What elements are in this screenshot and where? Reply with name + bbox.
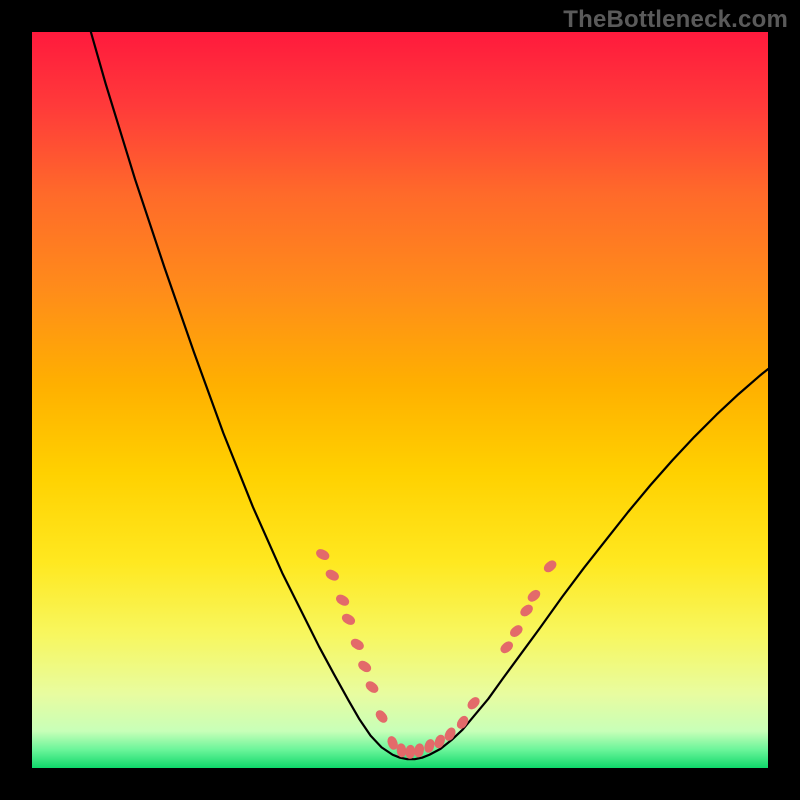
bottleneck-curve — [91, 32, 768, 759]
curve-marker — [414, 743, 425, 757]
curve-marker — [423, 738, 435, 753]
curve-marker — [443, 726, 457, 741]
watermark-text: TheBottleneck.com — [563, 6, 788, 34]
curve-layer — [32, 32, 768, 768]
curve-marker — [542, 559, 557, 574]
curve-marker — [325, 568, 340, 582]
curve-marker — [499, 640, 514, 655]
curve-marker — [341, 612, 356, 626]
curve-marker — [526, 588, 541, 603]
curve-marker — [455, 715, 469, 730]
chart-container: TheBottleneck.com — [0, 0, 800, 800]
curve-marker — [509, 624, 524, 639]
curve-marker — [315, 548, 330, 562]
curve-marker — [357, 659, 372, 673]
curve-marker — [364, 680, 379, 695]
curve-marker — [519, 603, 534, 618]
curve-marker — [374, 709, 389, 724]
curve-marker — [397, 743, 407, 757]
curve-marker — [406, 745, 415, 759]
curve-marker — [335, 593, 350, 607]
plot-area — [32, 32, 768, 768]
curve-marker — [350, 637, 365, 651]
